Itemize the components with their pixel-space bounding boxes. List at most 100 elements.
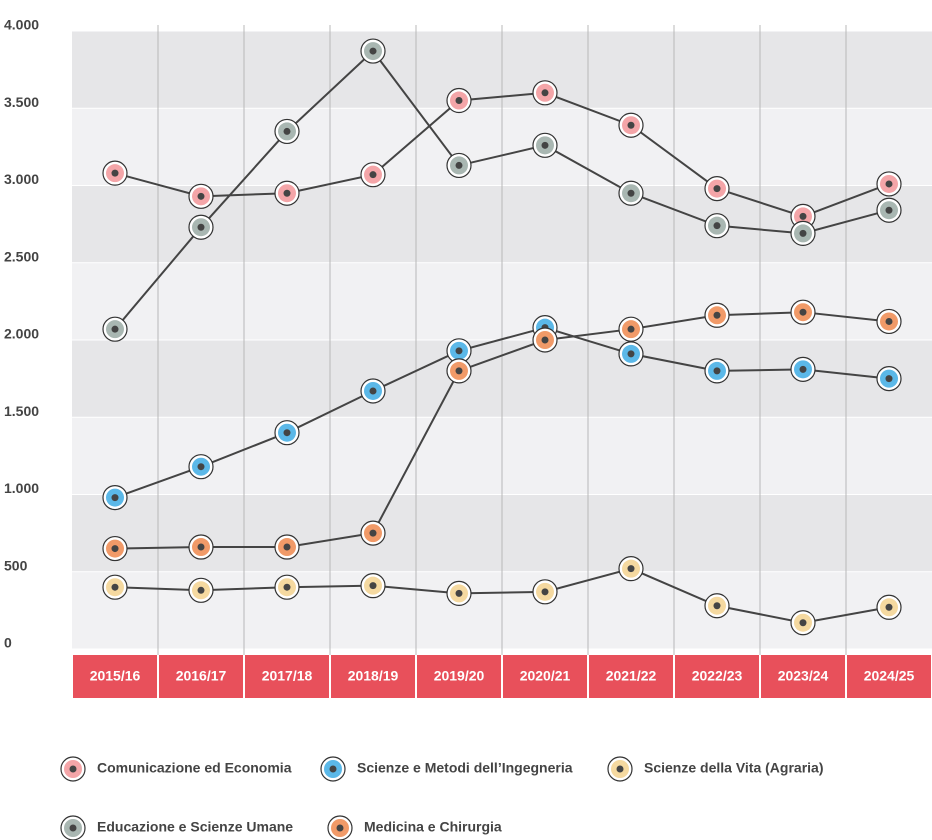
x-tick-label: 2019/20 [434,668,485,684]
point-dot [541,141,549,149]
point-dot [197,543,205,551]
point-dot [369,582,377,590]
point-dot [283,189,291,197]
category-cell [159,655,243,698]
point-dot [627,189,635,197]
point-dot [885,603,893,611]
series-line [114,326,890,499]
category-cell [589,655,673,698]
point-dot [197,463,205,471]
point-dot [283,583,291,591]
point-dot [799,365,807,373]
category-cell [761,655,845,698]
point-dot [111,494,119,502]
point-dot [627,350,635,358]
point-dot [369,47,377,55]
point-dot [713,185,721,193]
legend-item: Educazione e Scienze Umane [60,815,293,840]
series-line [114,567,890,624]
y-tick-label: 0 [4,635,12,651]
point-dot [197,192,205,200]
category-cell [417,655,501,698]
point-dot [369,529,377,537]
legend-item: Scienze della Vita (Agraria) [607,756,823,782]
point-dot [885,206,893,214]
y-tick-label: 3.000 [4,171,39,187]
point-dot [799,308,807,316]
category-cell [73,655,157,698]
legend-marker-dot [336,824,344,832]
y-tick-label: 4.000 [4,17,39,33]
category-cell [847,655,931,698]
point-dot [885,180,893,188]
x-tick-label: 2023/24 [778,668,829,684]
y-tick-label: 2.000 [4,326,39,342]
category-cell [675,655,759,698]
y-tick-label: 3.500 [4,94,39,110]
series-markers [102,299,902,562]
point-dot [455,367,463,375]
point-dot [713,311,721,319]
x-tick-label: 2021/22 [606,668,657,684]
point-dot [627,325,635,333]
category-cell [245,655,329,698]
legend-label: Scienze della Vita (Agraria) [644,760,823,776]
point-dot [369,171,377,179]
point-dot [455,161,463,169]
point-dot [111,169,119,177]
point-dot [799,619,807,627]
category-cell [331,655,415,698]
point-dot [713,367,721,375]
y-tick-label: 1.500 [4,403,39,419]
series-line [114,311,890,550]
point-dot [799,212,807,220]
x-tick-label: 2020/21 [520,668,571,684]
y-tick-label: 2.500 [4,248,39,264]
point-dot [283,429,291,437]
x-tick-label: 2024/25 [864,668,915,684]
x-tick-label: 2022/23 [692,668,743,684]
point-dot [455,97,463,105]
legend-marker-dot [329,765,337,773]
series-line [114,49,890,330]
point-dot [713,222,721,230]
point-dot [369,387,377,395]
point-dot [197,223,205,231]
point-dot [627,565,635,573]
series-markers [102,38,902,342]
legend-item: Comunicazione ed Economia [60,756,292,782]
y-tick-label: 500 [4,557,28,573]
point-dot [713,602,721,610]
legend-marker-dot [69,765,77,773]
legend-label: Scienze e Metodi dell’Ingegneria [357,760,573,776]
point-dot [627,121,635,129]
legend-label: Medicina e Chirurgia [364,819,502,835]
legend-label: Comunicazione ed Economia [97,760,292,776]
x-tick-label: 2015/16 [90,668,141,684]
legend-item: Medicina e Chirurgia [327,815,502,840]
x-tick-label: 2018/19 [348,668,399,684]
point-dot [885,375,893,383]
point-dot [283,127,291,135]
point-dot [799,229,807,237]
legend-label: Educazione e Scienze Umane [97,819,293,835]
point-dot [455,347,463,355]
point-dot [283,543,291,551]
x-tick-label: 2017/18 [262,668,313,684]
legend-item: Scienze e Metodi dell’Ingegneria [320,756,573,782]
category-cell [503,655,587,698]
point-dot [197,586,205,594]
point-dot [541,89,549,97]
y-tick-label: 1.000 [4,480,39,496]
point-dot [455,589,463,597]
point-dot [541,336,549,344]
legend-marker-dot [616,765,624,773]
legend-marker-dot [69,824,77,832]
series-line [114,91,890,218]
point-dot [541,588,549,596]
x-tick-label: 2016/17 [176,668,227,684]
point-dot [885,317,893,325]
series-markers [102,556,902,636]
point-dot [111,583,119,591]
point-dot [111,325,119,333]
